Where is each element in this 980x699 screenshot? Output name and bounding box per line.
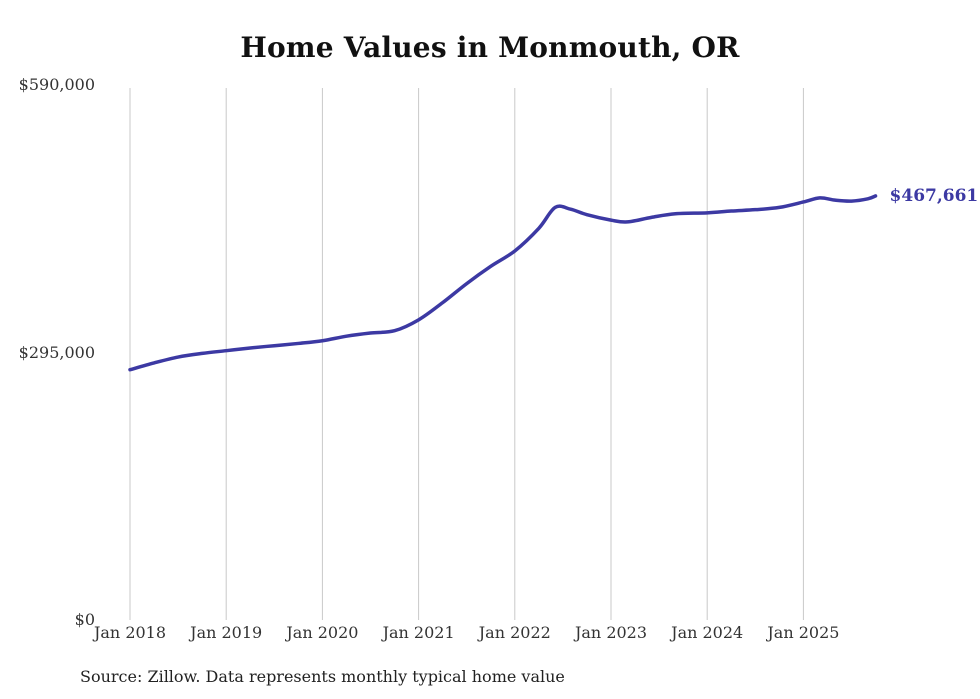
chart-title: Home Values in Monmouth, OR	[240, 31, 740, 64]
x-axis-tick-2024: Jan 2024	[671, 623, 744, 642]
y-axis-tick-0: $0	[74, 610, 95, 629]
x-axis-tick-2022: Jan 2022	[478, 623, 551, 642]
source-note: Source: Zillow. Data represents monthly …	[80, 667, 565, 686]
home-value-line	[128, 194, 878, 372]
x-axis-tick-2023: Jan 2023	[574, 623, 648, 642]
end-value-label: $467,661	[889, 185, 979, 206]
y-axis-tick-295000: $295,000	[18, 342, 95, 362]
x-axis-tick-2019: Jan 2019	[190, 623, 263, 642]
x-axis-tick-2021: Jan 2021	[382, 623, 455, 642]
y-axis-tick-590000: $590,000	[18, 75, 95, 94]
x-axis-tick-2020: Jan 2020	[286, 623, 359, 642]
x-axis-tick-2025: Jan 2025	[767, 623, 840, 642]
x-axis-tick-2018: Jan 2018	[93, 623, 167, 642]
